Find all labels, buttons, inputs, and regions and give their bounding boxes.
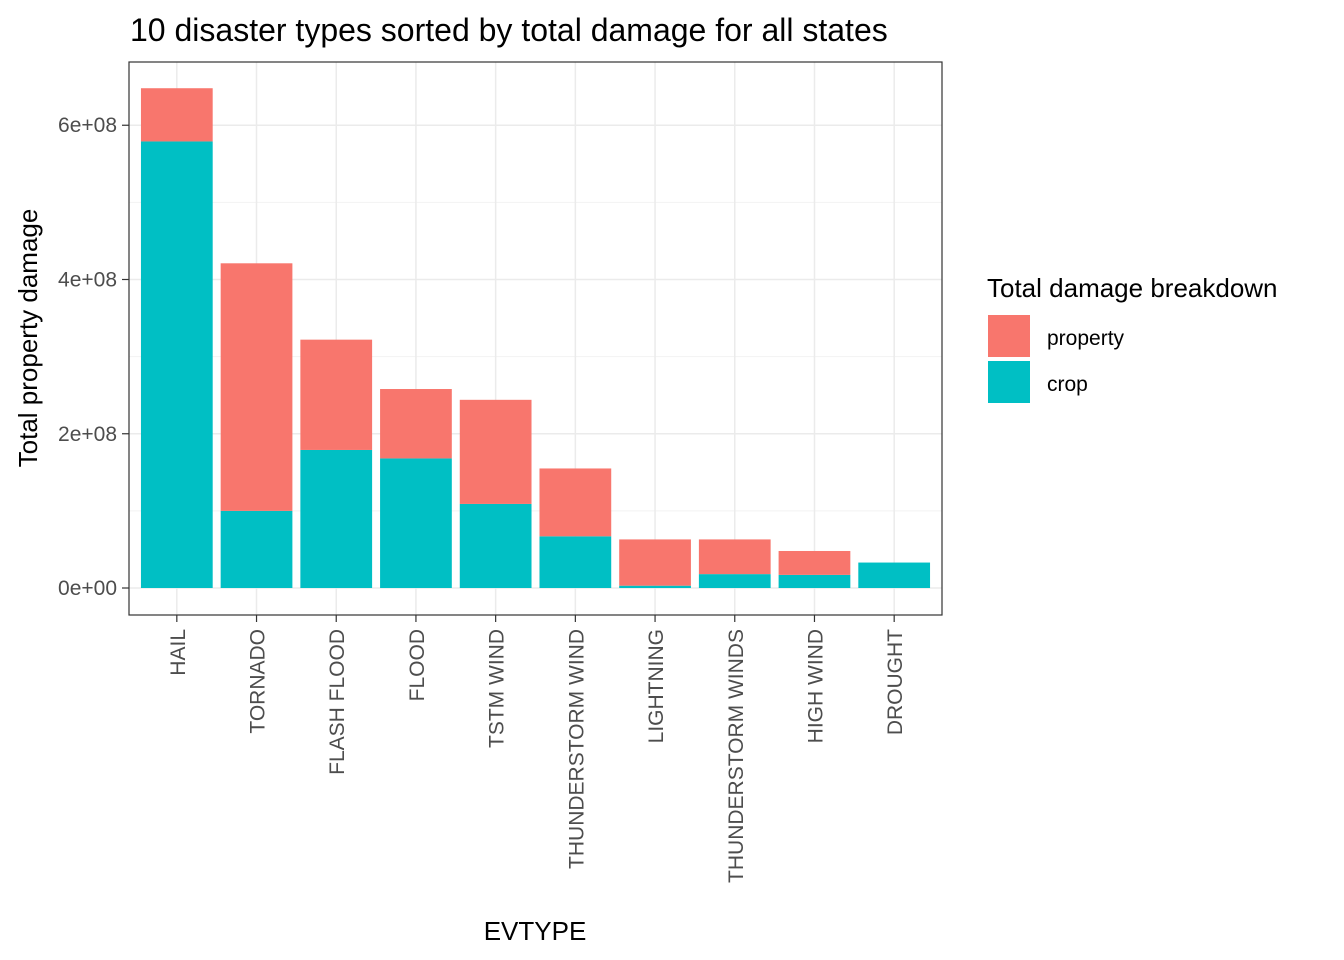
x-tick-label: HAIL — [167, 629, 190, 676]
bar-crop — [539, 536, 612, 589]
bar-property — [300, 339, 373, 450]
legend-label-crop: crop — [1047, 373, 1088, 396]
bar-crop — [300, 449, 373, 589]
x-tick-label: HIGH WIND — [804, 629, 827, 743]
bar-crop — [380, 458, 452, 589]
bar-property — [698, 539, 771, 575]
bar-property — [539, 468, 612, 537]
bar-crop — [778, 574, 851, 589]
legend-entries: property crop — [988, 315, 1125, 403]
bar-property — [220, 263, 293, 511]
bar-property — [459, 399, 532, 504]
x-tick-label: DROUGHT — [884, 629, 907, 735]
bar-property — [380, 389, 452, 459]
panel-border — [128, 61, 943, 616]
y-tick-label: 0e+00 — [58, 577, 117, 600]
bar-property — [619, 539, 691, 586]
bar-property — [140, 88, 213, 142]
bar-crop — [858, 562, 931, 589]
legend-key-property — [988, 315, 1030, 357]
y-tick-label: 4e+08 — [58, 268, 117, 291]
x-tick-label: FLOOD — [406, 629, 429, 701]
x-axis: HAIL TORNADO FLASH FLOOD FLOOD TSTM WIND THUN… — [167, 615, 907, 883]
bar-crop — [459, 503, 532, 589]
legend-label-property: property — [1047, 327, 1125, 350]
plot-panel — [128, 61, 943, 616]
bar-crop — [698, 574, 771, 589]
y-axis: 0e+00 2e+08 4e+08 6e+08 — [58, 114, 129, 600]
legend: Total damage breakdown property crop — [987, 273, 1278, 403]
x-axis-title: EVTYPE — [484, 916, 587, 946]
x-tick-label: THUNDERSTORM WIND — [565, 629, 588, 869]
y-axis-title: Total property damage — [13, 209, 43, 468]
bar-crop — [220, 510, 293, 589]
legend-key-crop — [988, 361, 1030, 403]
bar-crop — [619, 585, 691, 589]
y-tick-label: 2e+08 — [58, 423, 117, 446]
bars — [140, 88, 931, 589]
chart-title: 10 disaster types sorted by total damage… — [130, 12, 888, 48]
legend-title: Total damage breakdown — [987, 273, 1278, 303]
x-tick-label: FLASH FLOOD — [326, 629, 349, 775]
x-tick-label: LIGHTNING — [645, 629, 668, 743]
y-tick-label: 6e+08 — [58, 114, 117, 137]
x-tick-label: THUNDERSTORM WINDS — [725, 629, 748, 883]
bar-property — [778, 550, 851, 575]
bar-crop — [140, 141, 213, 589]
x-tick-label: TORNADO — [247, 629, 270, 734]
x-tick-label: TSTM WIND — [486, 629, 509, 748]
